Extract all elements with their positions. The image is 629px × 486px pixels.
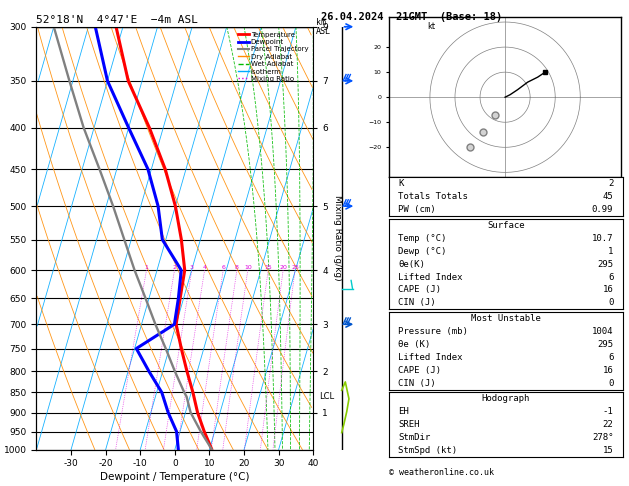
Text: 278°: 278° [592, 433, 613, 442]
Text: Most Unstable: Most Unstable [470, 314, 541, 323]
Text: 0: 0 [608, 379, 613, 388]
Legend: Temperature, Dewpoint, Parcel Trajectory, Dry Adiabat, Wet Adiabat, Isotherm, Mi: Temperature, Dewpoint, Parcel Trajectory… [237, 30, 309, 83]
Text: SREH: SREH [398, 420, 420, 429]
Text: 6: 6 [221, 265, 225, 270]
Text: 16: 16 [603, 365, 613, 375]
Y-axis label: hPa: hPa [0, 229, 1, 247]
Text: 10.7: 10.7 [592, 234, 613, 243]
Text: km
ASL: km ASL [316, 18, 331, 36]
Text: CIN (J): CIN (J) [398, 379, 436, 388]
Text: 26.04.2024  21GMT  (Base: 18): 26.04.2024 21GMT (Base: 18) [321, 12, 502, 22]
Text: -1: -1 [603, 407, 613, 416]
Text: θe (K): θe (K) [398, 340, 430, 349]
Text: 0.99: 0.99 [592, 205, 613, 214]
Text: CAPE (J): CAPE (J) [398, 365, 441, 375]
Text: 0: 0 [608, 298, 613, 308]
Text: 2: 2 [172, 265, 177, 270]
Text: Dewp (°C): Dewp (°C) [398, 246, 447, 256]
Text: 8: 8 [235, 265, 239, 270]
X-axis label: Dewpoint / Temperature (°C): Dewpoint / Temperature (°C) [100, 472, 250, 483]
Text: 295: 295 [597, 260, 613, 269]
Text: 1: 1 [145, 265, 148, 270]
Y-axis label: Mixing Ratio (g/kg): Mixing Ratio (g/kg) [333, 195, 342, 281]
Text: 16: 16 [603, 285, 613, 295]
Text: Lifted Index: Lifted Index [398, 353, 462, 362]
Text: 2: 2 [608, 179, 613, 189]
Text: StmSpd (kt): StmSpd (kt) [398, 446, 457, 455]
Text: Surface: Surface [487, 221, 525, 230]
Text: Lifted Index: Lifted Index [398, 273, 462, 281]
Text: 25: 25 [291, 265, 299, 270]
Text: © weatheronline.co.uk: © weatheronline.co.uk [389, 468, 494, 477]
Text: 10: 10 [244, 265, 252, 270]
Text: Hodograph: Hodograph [482, 394, 530, 403]
Text: EH: EH [398, 407, 409, 416]
Text: 1: 1 [608, 246, 613, 256]
Text: 22: 22 [603, 420, 613, 429]
Text: 4: 4 [203, 265, 206, 270]
Text: StmDir: StmDir [398, 433, 430, 442]
Text: PW (cm): PW (cm) [398, 205, 436, 214]
Text: θe(K): θe(K) [398, 260, 425, 269]
Text: 6: 6 [608, 273, 613, 281]
Text: 45: 45 [603, 192, 613, 201]
Text: Pressure (mb): Pressure (mb) [398, 327, 468, 336]
Text: 20: 20 [279, 265, 287, 270]
Text: 6: 6 [608, 353, 613, 362]
Text: K: K [398, 179, 403, 189]
Text: CAPE (J): CAPE (J) [398, 285, 441, 295]
Text: 15: 15 [264, 265, 272, 270]
Text: Totals Totals: Totals Totals [398, 192, 468, 201]
Text: 15: 15 [603, 446, 613, 455]
Text: 295: 295 [597, 340, 613, 349]
Text: 3: 3 [190, 265, 194, 270]
Text: Temp (°C): Temp (°C) [398, 234, 447, 243]
Text: LCL: LCL [319, 392, 334, 401]
Text: 1004: 1004 [592, 327, 613, 336]
Text: 52°18'N  4°47'E  −4m ASL: 52°18'N 4°47'E −4m ASL [36, 15, 199, 25]
Text: CIN (J): CIN (J) [398, 298, 436, 308]
Text: kt: kt [427, 22, 435, 31]
